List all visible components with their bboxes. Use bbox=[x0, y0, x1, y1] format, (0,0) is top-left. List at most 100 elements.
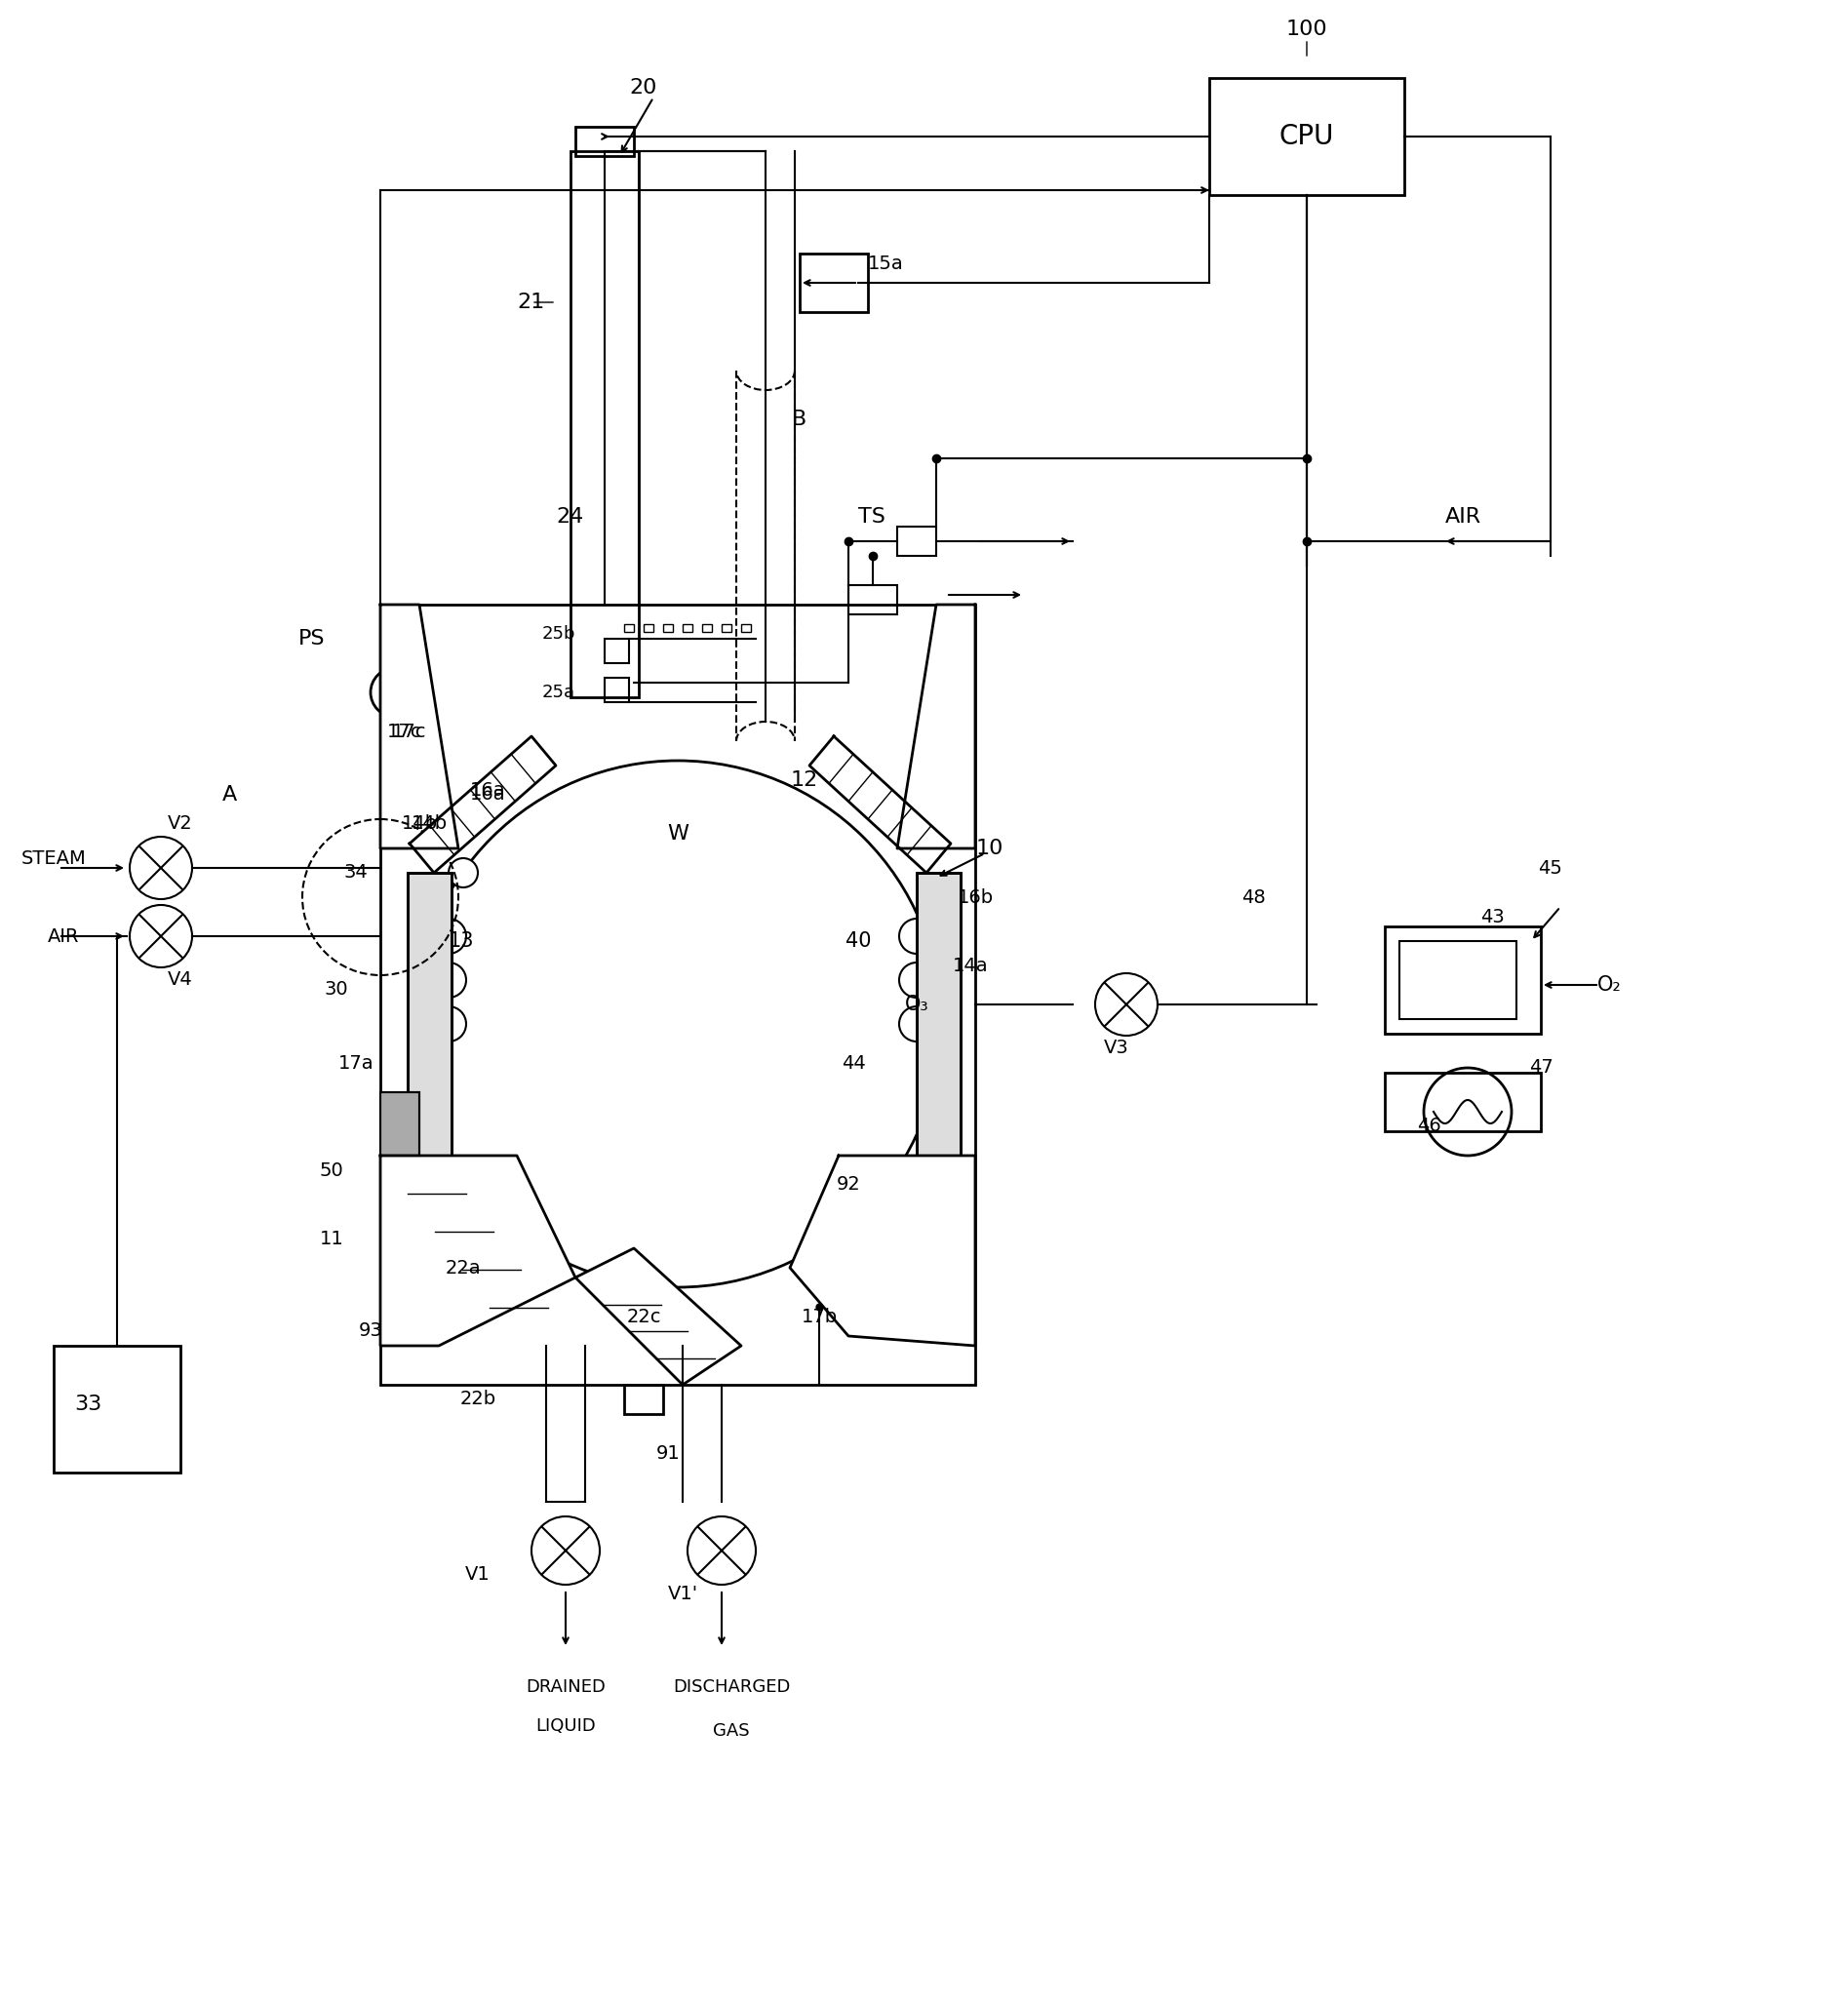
Text: STEAM: STEAM bbox=[20, 848, 87, 868]
Text: 100: 100 bbox=[1286, 20, 1327, 38]
Text: B: B bbox=[793, 409, 808, 429]
Text: V2: V2 bbox=[168, 814, 192, 834]
Circle shape bbox=[900, 918, 935, 954]
Text: 12: 12 bbox=[791, 770, 819, 790]
Text: 45: 45 bbox=[1538, 858, 1563, 878]
Text: 14a: 14a bbox=[952, 956, 989, 974]
Circle shape bbox=[431, 962, 466, 998]
Text: 24: 24 bbox=[556, 507, 584, 527]
Text: 14b: 14b bbox=[401, 814, 438, 834]
Circle shape bbox=[449, 858, 479, 888]
Text: 30: 30 bbox=[325, 980, 349, 998]
Text: 47: 47 bbox=[1528, 1059, 1552, 1077]
Bar bbox=[1399, 940, 1517, 1019]
Bar bbox=[848, 585, 896, 614]
Text: 22b: 22b bbox=[460, 1389, 495, 1410]
Polygon shape bbox=[789, 1155, 976, 1345]
Bar bbox=[381, 1093, 419, 1155]
Text: PS: PS bbox=[299, 630, 325, 648]
Bar bbox=[917, 872, 961, 1155]
Circle shape bbox=[129, 836, 192, 898]
Text: O₃: O₃ bbox=[906, 994, 930, 1015]
Text: 17c: 17c bbox=[388, 722, 421, 740]
Text: CPU: CPU bbox=[1279, 122, 1334, 150]
Circle shape bbox=[414, 760, 941, 1287]
Text: 17c: 17c bbox=[392, 722, 427, 740]
Bar bbox=[408, 872, 451, 1155]
Text: 20: 20 bbox=[630, 78, 658, 98]
Text: AIR: AIR bbox=[1445, 507, 1480, 527]
Bar bbox=[917, 872, 961, 1155]
Text: V1: V1 bbox=[466, 1566, 490, 1584]
Bar bbox=[1384, 926, 1541, 1035]
Bar bbox=[741, 624, 750, 632]
Text: 25a: 25a bbox=[541, 684, 575, 702]
Polygon shape bbox=[381, 1155, 575, 1345]
Bar bbox=[571, 150, 639, 698]
Circle shape bbox=[900, 962, 935, 998]
Bar bbox=[702, 624, 711, 632]
Bar bbox=[1384, 1073, 1541, 1131]
Bar bbox=[604, 678, 628, 702]
Text: 13: 13 bbox=[449, 930, 475, 950]
Text: W: W bbox=[667, 824, 689, 844]
Bar bbox=[381, 606, 976, 1385]
Bar bbox=[381, 1093, 419, 1155]
Bar bbox=[575, 126, 634, 156]
Text: V4: V4 bbox=[168, 970, 192, 988]
Text: 25b: 25b bbox=[541, 626, 575, 644]
Text: 16b: 16b bbox=[957, 888, 994, 906]
Text: 44: 44 bbox=[841, 1055, 865, 1073]
Text: 34: 34 bbox=[344, 864, 368, 882]
Circle shape bbox=[431, 918, 466, 954]
Polygon shape bbox=[381, 606, 458, 848]
Text: 33: 33 bbox=[74, 1395, 102, 1414]
Text: A: A bbox=[222, 786, 237, 804]
Bar bbox=[800, 253, 869, 313]
Circle shape bbox=[1423, 1069, 1512, 1155]
Circle shape bbox=[687, 1516, 756, 1584]
Text: V1': V1' bbox=[667, 1586, 699, 1604]
Text: 15a: 15a bbox=[869, 255, 904, 273]
Text: 22a: 22a bbox=[445, 1259, 480, 1277]
Text: 10: 10 bbox=[976, 838, 1003, 858]
Circle shape bbox=[532, 1516, 601, 1584]
Circle shape bbox=[129, 904, 192, 966]
Text: 17a: 17a bbox=[338, 1055, 373, 1073]
Text: 22c: 22c bbox=[626, 1307, 662, 1325]
Text: O₂: O₂ bbox=[1597, 974, 1621, 994]
Bar bbox=[723, 624, 732, 632]
Circle shape bbox=[371, 668, 419, 716]
Bar bbox=[896, 527, 937, 555]
Text: 16a: 16a bbox=[469, 786, 506, 804]
Polygon shape bbox=[809, 736, 952, 872]
Circle shape bbox=[1096, 972, 1157, 1037]
Bar bbox=[1209, 78, 1404, 194]
Text: 14b: 14b bbox=[410, 814, 447, 834]
Bar bbox=[54, 1345, 181, 1472]
Text: 16a: 16a bbox=[469, 780, 506, 800]
Bar bbox=[625, 1385, 663, 1414]
Text: 43: 43 bbox=[1480, 908, 1504, 926]
Bar bbox=[682, 624, 693, 632]
Text: 11: 11 bbox=[320, 1229, 344, 1247]
Text: TS: TS bbox=[857, 507, 885, 527]
Circle shape bbox=[431, 1007, 466, 1041]
Bar bbox=[663, 624, 673, 632]
Text: 93: 93 bbox=[359, 1321, 383, 1341]
Text: GAS: GAS bbox=[713, 1722, 750, 1740]
Polygon shape bbox=[575, 1249, 741, 1385]
Text: 40: 40 bbox=[845, 930, 870, 950]
Polygon shape bbox=[896, 606, 976, 848]
Bar bbox=[408, 872, 451, 1155]
Text: 91: 91 bbox=[656, 1444, 680, 1462]
Text: 50: 50 bbox=[320, 1161, 344, 1179]
Text: 21: 21 bbox=[517, 293, 545, 313]
Text: 46: 46 bbox=[1417, 1117, 1441, 1135]
Text: V3: V3 bbox=[1103, 1039, 1129, 1057]
Text: 48: 48 bbox=[1242, 888, 1266, 906]
Bar bbox=[604, 640, 628, 664]
Text: AIR: AIR bbox=[48, 926, 79, 946]
Polygon shape bbox=[410, 736, 556, 872]
Text: LIQUID: LIQUID bbox=[536, 1718, 595, 1734]
